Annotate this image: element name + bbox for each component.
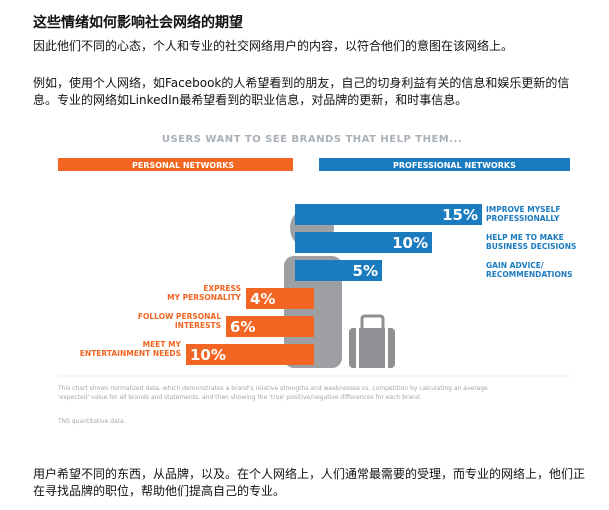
person-silhouette-icon [284,206,342,368]
professional-bar-1 [295,204,482,225]
chart-footnote-line-1: This chart shows normalized data, which … [57,385,488,392]
brand-expectations-chart: USERS WANT TO SEE BRANDS THAT HELP THEM.… [52,128,582,450]
personal-bar-value-3: 10% [190,346,226,364]
personal-bar-value-2: 6% [230,318,255,336]
chart-footnote-line-2: 'expected' value for all brands and stat… [58,394,422,401]
personal-category-3: MEET MY ENTERTAINMENT NEEDS [80,340,182,358]
personal-bar-2 [226,316,314,337]
professional-bar-3 [295,260,382,281]
article-paragraph-2: 例如，使用个人网络，如Facebook的人希望看到的朋友，自己的切身利益有关的信… [33,76,570,107]
personal-networks-label: PERSONAL NETWORKS [132,161,234,170]
professional-bar-value-2: 10% [392,234,428,252]
personal-bar-value-1: 4% [250,290,275,308]
briefcase-icon [349,314,395,368]
professional-networks-label: PROFESSIONAL NETWORKS [393,161,516,170]
article-paragraph-1: 因此他们不同的心态，个人和专业的社交网络用户的内容，以符合他们的意图在该网络上。 [33,39,514,53]
chart-source: TNS quantitative data. [57,418,126,425]
personal-category-1: EXPRESS MY PERSONALITY [167,284,241,302]
professional-networks-header-bar [319,158,570,171]
professional-category-1: IMPROVE MYSELF PROFESSIONALLY [486,205,561,223]
chart-canvas: USERS WANT TO SEE BRANDS THAT HELP THEM.… [57,134,576,425]
article-paragraph-3: 用户希望不同的东西，从品牌，以及。在个人网络上，人们通常最需要的受理，而专业的网… [33,467,586,498]
personal-bar-3 [186,344,314,365]
professional-category-3: GAIN ADVICE/RECOMMENDATIONS [486,261,573,279]
personal-bar-1 [246,288,314,309]
article-title: 这些情绪如何影响社会网络的期望 [33,15,243,31]
professional-bar-2 [295,232,432,253]
chart-title: USERS WANT TO SEE BRANDS THAT HELP THEM.… [162,134,462,145]
professional-category-2: HELP ME TO MAKE BUSINESS DECISIONS [486,233,576,251]
professional-bar-value-1: 15% [442,206,478,224]
chart-bars: 15% IMPROVE MYSELF PROFESSIONALLY 10% HELP M… [80,204,576,365]
personal-networks-header-bar [58,158,293,171]
professional-bar-value-3: 5% [353,262,378,280]
personal-category-2: FOLLOW PERSONAL INTERESTS [138,312,221,330]
